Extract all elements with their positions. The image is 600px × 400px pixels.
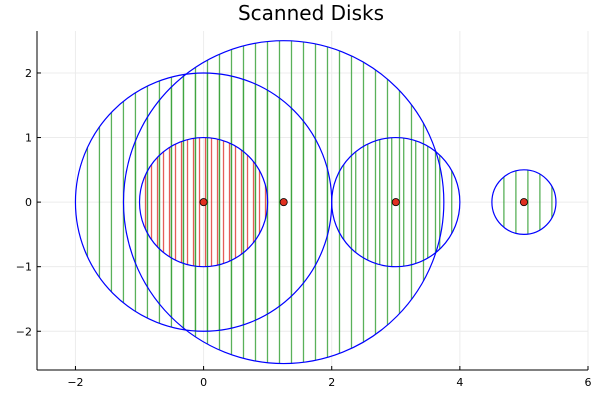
y-tick-label-4: 2 — [25, 67, 32, 80]
center-point-1 — [279, 198, 288, 207]
x-tick-label-2: 2 — [328, 376, 335, 389]
y-tick-label-0: −2 — [16, 325, 32, 338]
y-tick-label-3: 1 — [25, 132, 32, 145]
center-point-2 — [391, 198, 400, 207]
center-point-3 — [519, 198, 528, 207]
y-tick-label-2: 0 — [25, 196, 32, 209]
y-tick-labels: −2 −1 0 1 2 — [16, 67, 32, 338]
disk-outline-2 — [138, 136, 269, 268]
disk-outline-1 — [122, 40, 445, 365]
disk-outline-4 — [491, 169, 557, 236]
grid — [37, 31, 589, 370]
axes — [36, 31, 588, 371]
x-tick-label-1: 0 — [200, 376, 207, 389]
tick-marks — [37, 72, 589, 370]
x-tick-label-0: −2 — [67, 376, 83, 389]
scan-lines — [86, 40, 553, 364]
disk-outline-3 — [331, 136, 461, 268]
y-tick-label-1: −1 — [16, 261, 32, 274]
chart-title: Scanned Disks — [238, 1, 384, 25]
x-tick-label-4: 6 — [585, 376, 592, 389]
disk-outlines — [74, 40, 557, 365]
x-tick-label-3: 4 — [456, 376, 463, 389]
center-point-0 — [199, 198, 208, 207]
x-tick-labels: −2 0 2 4 6 — [67, 376, 591, 389]
center-markers — [199, 198, 528, 207]
